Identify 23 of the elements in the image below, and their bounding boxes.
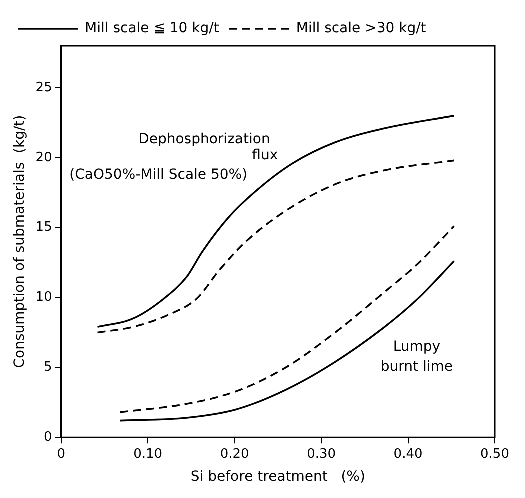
line-series bbox=[119, 226, 456, 414]
x-tick-label: 0.30 bbox=[307, 446, 336, 462]
y-tick-label: 25 bbox=[36, 80, 52, 96]
legend-label: Mill scale >30 kg/t bbox=[296, 20, 427, 37]
line-series bbox=[119, 260, 456, 422]
x-tick-label: 0.10 bbox=[134, 446, 163, 462]
y-tick-label: 5 bbox=[44, 360, 52, 376]
annotation: (CaO50%-Mill Scale 50%) bbox=[70, 166, 248, 183]
x-tick-label: 0.50 bbox=[480, 446, 510, 462]
y-tick-label: 0 bbox=[44, 430, 52, 445]
x-tick-label: 0 bbox=[57, 446, 66, 462]
annotation: Lumpy bbox=[393, 339, 441, 356]
y-tick-label: 20 bbox=[36, 150, 52, 166]
x-axis-title: Si before treatment (%) bbox=[190, 469, 366, 486]
legend-label: Mill scale ≦ 10 kg/t bbox=[85, 20, 220, 37]
x-tick-label: 0.20 bbox=[220, 446, 250, 462]
y-tick-label: 15 bbox=[36, 220, 52, 236]
annotation: flux bbox=[252, 147, 278, 164]
annotation: burnt lime bbox=[380, 358, 454, 375]
x-tick-label: 0.40 bbox=[394, 446, 423, 462]
annotation: Dephosphorization bbox=[138, 132, 270, 148]
y-axis-title: Consumption of submaterials (kg/t) bbox=[12, 115, 28, 368]
y-tick-label: 10 bbox=[36, 290, 52, 306]
